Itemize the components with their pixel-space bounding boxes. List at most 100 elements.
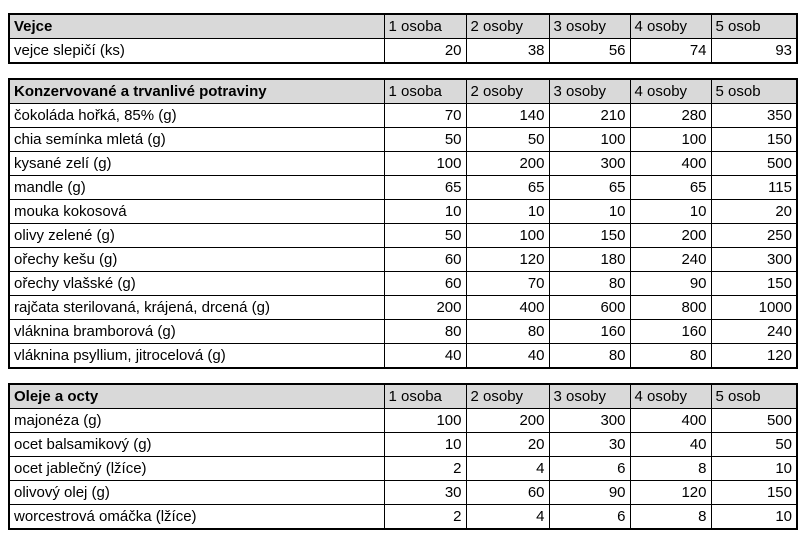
item-label: ořechy kešu (g) bbox=[8, 247, 385, 272]
value-cell: 350 bbox=[710, 103, 798, 128]
value-cell: 400 bbox=[629, 151, 712, 176]
value-cell: 10 bbox=[710, 504, 798, 530]
value-cell: 10 bbox=[465, 199, 550, 224]
value-cell: 60 bbox=[383, 247, 467, 272]
value-cell: 200 bbox=[465, 151, 550, 176]
value-cell: 6 bbox=[548, 456, 631, 481]
column-header-5-persons: 5 osob bbox=[710, 78, 798, 104]
value-cell: 100 bbox=[383, 408, 467, 433]
value-cell: 70 bbox=[465, 271, 550, 296]
item-label: ořechy vlašské (g) bbox=[8, 271, 385, 296]
column-header-4-persons: 4 osoby bbox=[629, 78, 712, 104]
item-label: chia semínka mletá (g) bbox=[8, 127, 385, 152]
value-cell: 8 bbox=[629, 504, 712, 530]
column-header-1-persons: 1 osoba bbox=[383, 78, 467, 104]
value-cell: 200 bbox=[383, 295, 467, 320]
value-cell: 65 bbox=[629, 175, 712, 200]
item-label: vláknina bramborová (g) bbox=[8, 319, 385, 344]
column-header-1-persons: 1 osoba bbox=[383, 383, 467, 409]
value-cell: 160 bbox=[629, 319, 712, 344]
value-cell: 500 bbox=[710, 408, 798, 433]
value-cell: 50 bbox=[383, 127, 467, 152]
column-header-3-persons: 3 osoby bbox=[548, 13, 631, 39]
food-portion-tables: Vejce 1 osoba 2 osoby 3 osoby 4 osoby 5 osob v… bbox=[8, 13, 798, 530]
value-cell: 120 bbox=[629, 480, 712, 505]
value-cell: 150 bbox=[548, 223, 631, 248]
value-cell: 180 bbox=[548, 247, 631, 272]
value-cell: 80 bbox=[548, 343, 631, 369]
table-row: mandle (g) 65 65 65 65 115 bbox=[8, 175, 798, 200]
value-cell: 200 bbox=[629, 223, 712, 248]
value-cell: 40 bbox=[629, 432, 712, 457]
item-label: majonéza (g) bbox=[8, 408, 385, 433]
table-row: chia semínka mletá (g) 50 50 100 100 150 bbox=[8, 127, 798, 152]
value-cell: 90 bbox=[548, 480, 631, 505]
value-cell: 500 bbox=[710, 151, 798, 176]
value-cell: 38 bbox=[465, 38, 550, 64]
value-cell: 80 bbox=[629, 343, 712, 369]
table-row: rajčata sterilovaná, krájená, drcená (g)… bbox=[8, 295, 798, 320]
column-header-2-persons: 2 osoby bbox=[465, 383, 550, 409]
table-row: olivy zelené (g) 50 100 150 200 250 bbox=[8, 223, 798, 248]
value-cell: 240 bbox=[710, 319, 798, 344]
table-row: vláknina psyllium, jitrocelová (g) 40 40 80… bbox=[8, 343, 798, 369]
table-row: ořechy vlašské (g) 60 70 80 90 150 bbox=[8, 271, 798, 296]
value-cell: 120 bbox=[465, 247, 550, 272]
value-cell: 400 bbox=[465, 295, 550, 320]
section-table-2: Oleje a octy 1 osoba 2 osoby 3 osoby 4 osoby… bbox=[8, 383, 798, 530]
value-cell: 10 bbox=[629, 199, 712, 224]
table-row: čokoláda hořká, 85% (g) 70 140 210 280 350 bbox=[8, 103, 798, 128]
value-cell: 40 bbox=[465, 343, 550, 369]
value-cell: 74 bbox=[629, 38, 712, 64]
value-cell: 10 bbox=[383, 199, 467, 224]
value-cell: 115 bbox=[710, 175, 798, 200]
column-header-2-persons: 2 osoby bbox=[465, 78, 550, 104]
value-cell: 50 bbox=[465, 127, 550, 152]
value-cell: 30 bbox=[548, 432, 631, 457]
value-cell: 60 bbox=[383, 271, 467, 296]
section-title: Vejce bbox=[8, 13, 385, 39]
item-label: mouka kokosová bbox=[8, 199, 385, 224]
value-cell: 300 bbox=[548, 408, 631, 433]
value-cell: 100 bbox=[548, 127, 631, 152]
value-cell: 4 bbox=[465, 504, 550, 530]
value-cell: 210 bbox=[548, 103, 631, 128]
section-table-1: Konzervované a trvanlivé potraviny 1 osob… bbox=[8, 78, 798, 369]
value-cell: 70 bbox=[383, 103, 467, 128]
header-row: Konzervované a trvanlivé potraviny 1 osob… bbox=[8, 78, 798, 104]
value-cell: 300 bbox=[710, 247, 798, 272]
item-label: kysané zelí (g) bbox=[8, 151, 385, 176]
table-row: mouka kokosová 10 10 10 10 20 bbox=[8, 199, 798, 224]
value-cell: 80 bbox=[548, 271, 631, 296]
value-cell: 600 bbox=[548, 295, 631, 320]
item-label: mandle (g) bbox=[8, 175, 385, 200]
header-row: Oleje a octy 1 osoba 2 osoby 3 osoby 4 osoby… bbox=[8, 383, 798, 409]
value-cell: 10 bbox=[710, 456, 798, 481]
value-cell: 100 bbox=[465, 223, 550, 248]
value-cell: 150 bbox=[710, 271, 798, 296]
item-label: ocet balsamikový (g) bbox=[8, 432, 385, 457]
value-cell: 65 bbox=[465, 175, 550, 200]
value-cell: 80 bbox=[465, 319, 550, 344]
value-cell: 240 bbox=[629, 247, 712, 272]
item-label: worcestrová omáčka (lžíce) bbox=[8, 504, 385, 530]
value-cell: 60 bbox=[465, 480, 550, 505]
table-row: olivový olej (g) 30 60 90 120 150 bbox=[8, 480, 798, 505]
value-cell: 2 bbox=[383, 504, 467, 530]
value-cell: 200 bbox=[465, 408, 550, 433]
column-header-5-persons: 5 osob bbox=[710, 13, 798, 39]
table-row: worcestrová omáčka (lžíce) 2 4 6 8 10 bbox=[8, 504, 798, 530]
value-cell: 280 bbox=[629, 103, 712, 128]
value-cell: 120 bbox=[710, 343, 798, 369]
item-label: rajčata sterilovaná, krájená, drcená (g) bbox=[8, 295, 385, 320]
table-row: majonéza (g) 100 200 300 400 500 bbox=[8, 408, 798, 433]
value-cell: 65 bbox=[548, 175, 631, 200]
value-cell: 30 bbox=[383, 480, 467, 505]
column-header-2-persons: 2 osoby bbox=[465, 13, 550, 39]
value-cell: 65 bbox=[383, 175, 467, 200]
value-cell: 2 bbox=[383, 456, 467, 481]
item-label: čokoláda hořká, 85% (g) bbox=[8, 103, 385, 128]
table-row: kysané zelí (g) 100 200 300 400 500 bbox=[8, 151, 798, 176]
table-row: ocet jablečný (lžíce) 2 4 6 8 10 bbox=[8, 456, 798, 481]
section-title: Konzervované a trvanlivé potraviny bbox=[8, 78, 385, 104]
